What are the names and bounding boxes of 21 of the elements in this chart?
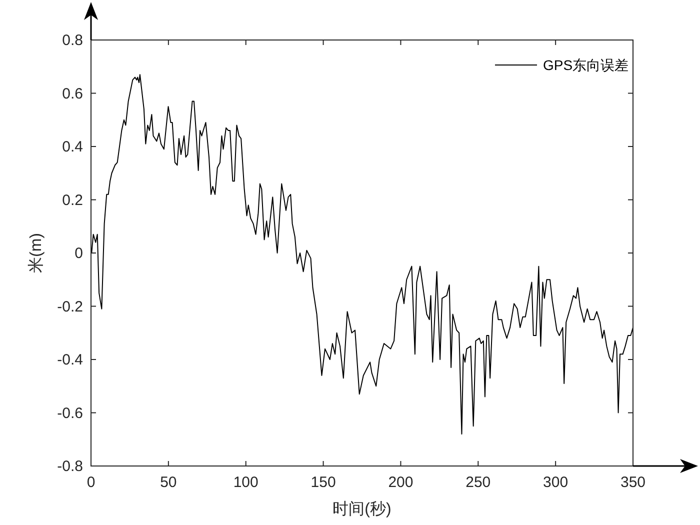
x-tick-label: 50 [160, 474, 177, 491]
y-tick-label: 0.4 [62, 138, 83, 156]
y-tick-label: 0 [74, 245, 83, 262]
x-tick-label: 150 [310, 474, 336, 491]
y-axis-title: 米(m) [27, 233, 45, 273]
y-tick-label: 0.8 [62, 32, 83, 49]
y-tick-label: 0.6 [62, 85, 83, 102]
x-tick-label: 0 [86, 474, 96, 491]
y-tick-label: -0.6 [57, 404, 83, 422]
y-tick-label: -0.8 [57, 458, 83, 475]
x-axis-title: 时间(秒) [332, 500, 392, 518]
y-tick-label: 0.2 [62, 192, 83, 209]
x-tick-label: 200 [388, 474, 414, 491]
x-tick-label: 250 [466, 474, 491, 491]
x-tick-label: 350 [620, 474, 646, 491]
x-tick-label: 300 [543, 474, 568, 491]
y-tick-label: -0.2 [57, 298, 83, 316]
y-tick-label: -0.4 [57, 352, 83, 368]
x-tick-label: 100 [233, 474, 258, 491]
legend-label: GPS东向误差 [543, 57, 629, 73]
line-series [91, 74, 633, 435]
